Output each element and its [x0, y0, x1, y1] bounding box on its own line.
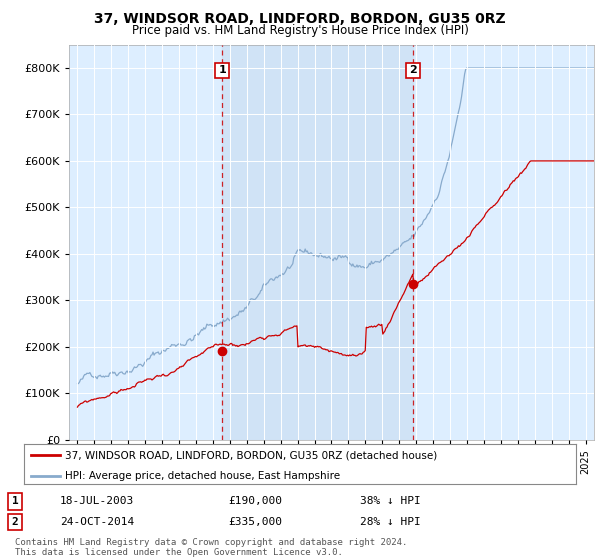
- Text: £190,000: £190,000: [228, 496, 282, 506]
- Text: 2: 2: [409, 66, 417, 76]
- Text: 37, WINDSOR ROAD, LINDFORD, BORDON, GU35 0RZ (detached house): 37, WINDSOR ROAD, LINDFORD, BORDON, GU35…: [65, 450, 437, 460]
- Text: Price paid vs. HM Land Registry's House Price Index (HPI): Price paid vs. HM Land Registry's House …: [131, 24, 469, 37]
- Text: 2: 2: [11, 517, 19, 527]
- Text: Contains HM Land Registry data © Crown copyright and database right 2024.
This d: Contains HM Land Registry data © Crown c…: [15, 538, 407, 557]
- Text: £335,000: £335,000: [228, 517, 282, 527]
- Text: 24-OCT-2014: 24-OCT-2014: [60, 517, 134, 527]
- Text: 28% ↓ HPI: 28% ↓ HPI: [360, 517, 421, 527]
- Text: HPI: Average price, detached house, East Hampshire: HPI: Average price, detached house, East…: [65, 471, 341, 481]
- Bar: [222, 45, 413, 440]
- Text: 38% ↓ HPI: 38% ↓ HPI: [360, 496, 421, 506]
- Text: 1: 1: [218, 66, 226, 76]
- Text: 1: 1: [11, 496, 19, 506]
- Text: 37, WINDSOR ROAD, LINDFORD, BORDON, GU35 0RZ: 37, WINDSOR ROAD, LINDFORD, BORDON, GU35…: [94, 12, 506, 26]
- Text: 18-JUL-2003: 18-JUL-2003: [60, 496, 134, 506]
